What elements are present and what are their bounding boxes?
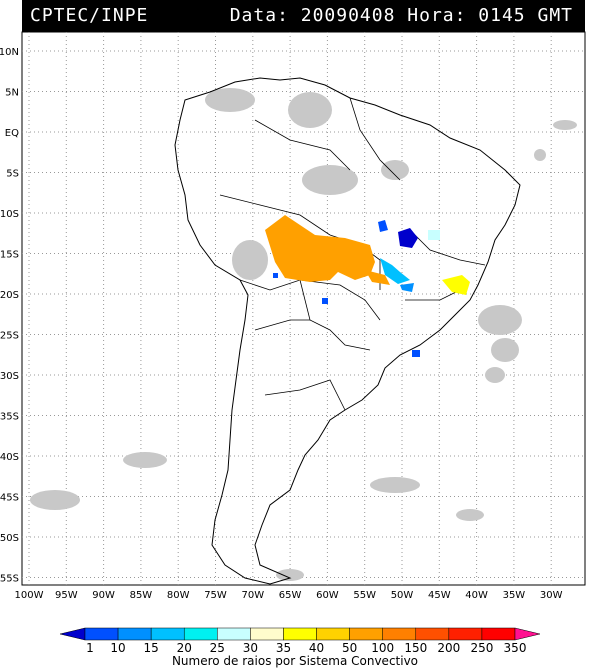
lon-label: 35W [503,590,526,601]
lon-label: 45W [428,590,451,601]
legend-color-swatch [448,627,483,641]
datetime-label: Data: 20090408 Hora: 0145 GMT [229,5,573,26]
lon-label: 90W [92,590,115,601]
lon-label: 40W [465,590,488,601]
source-label: CPTEC/INPE [30,5,149,26]
legend-tick-label: 40 [309,641,324,655]
legend-color-swatch [59,627,86,641]
lon-label: 65W [279,590,302,601]
lon-label: 55W [353,590,376,601]
legend-color-swatch [84,627,119,641]
legend-tick-label: 250 [470,641,493,655]
legend-color-swatch [382,627,417,641]
legend-tick-label: 35 [276,641,291,655]
lat-label: EQ [5,128,19,139]
legend-color-swatch [150,627,185,641]
legend-color-swatch [117,627,152,641]
convective-systems [265,215,470,357]
lon-label: 75W [204,590,227,601]
lon-label: 60W [316,590,339,601]
lat-label: 10N [0,47,19,58]
lat-label: 30S [0,371,19,382]
legend-color-swatch [415,627,450,641]
lat-label: 10S [0,209,19,220]
latitude-labels: 10N 5N EQ 5S 10S 15S 20S 25S 30S 35S 40S 45S 50S 55S [0,47,19,585]
lat-label: 20S [0,290,19,301]
lat-label: 15S [0,250,19,261]
lat-label: 35S [0,412,19,423]
lon-label: 80W [167,590,190,601]
lat-label: 50S [0,533,19,544]
legend-tick-label: 1 [86,641,94,655]
legend-color-swatch [514,627,541,641]
legend-tick-label: 150 [404,641,427,655]
legend-tick-label: 25 [210,641,225,655]
lon-label: 85W [130,590,153,601]
legend-tick-label: 30 [243,641,258,655]
longitude-labels: 100W 95W 90W 85W 80W 75W 70W 65W 60W 55W 50W 45W 40W… [15,590,563,601]
cloud-cover [30,88,577,581]
lat-label: 25S [0,331,19,342]
legend-color-swatch [481,627,516,641]
legend-color-swatch [250,627,284,641]
lon-label: 95W [55,590,78,601]
legend-title: Numero de raios por Sistema Convectivo [172,654,418,668]
legend-tick-label: 15 [144,641,159,655]
legend-color-swatch [217,627,251,641]
south-america-outline [174,77,521,585]
lat-label: 40S [0,452,19,463]
legend-tick-label: 350 [504,641,527,655]
title-bar: CPTEC/INPE Data: 20090408 Hora: 0145 GMT [22,0,585,32]
legend-tick-label: 100 [371,641,394,655]
lon-label: 70W [241,590,264,601]
legend-tick-label: 50 [342,641,357,655]
lon-label: 50W [391,590,414,601]
legend-color-swatch [183,627,218,641]
legend-tick-label: 200 [437,641,460,655]
legend-tick-label: 10 [110,641,125,655]
lon-label: 100W [15,590,44,601]
lon-label: 30W [540,590,563,601]
lat-label: 45S [0,493,19,504]
lat-label: 5N [5,88,19,99]
legend-color-swatch [283,627,317,641]
legend-tick-label: 20 [177,641,192,655]
colorbar-legend: 1 10 15 20 25 30 35 40 50 100 150 200 250 350 [59,627,541,655]
lat-label: 55S [0,574,19,585]
legend-color-swatch [349,627,383,641]
lat-label: 5S [6,169,19,180]
legend-color-swatch [316,627,350,641]
